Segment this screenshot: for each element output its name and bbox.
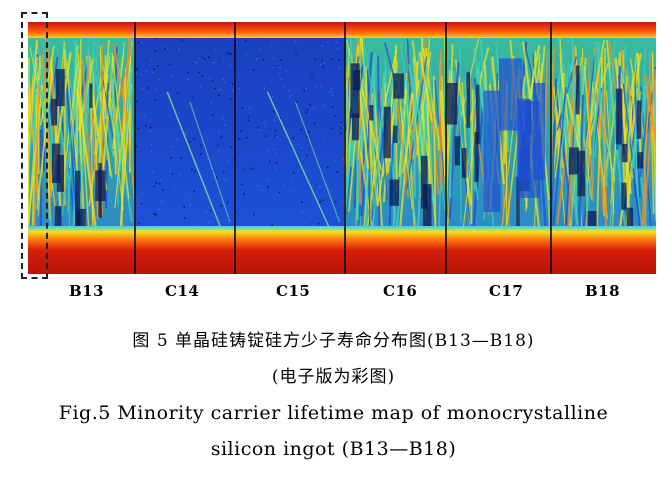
- segment-label-c17: C17: [489, 282, 524, 300]
- segment-label-c15: C15: [276, 282, 311, 300]
- caption-chinese-line2: (电子版为彩图): [271, 367, 396, 387]
- lifetime-map-figure: [28, 22, 656, 274]
- segment-label-c14: C14: [165, 282, 200, 300]
- segment-label-c16: C16: [383, 282, 418, 300]
- lifetime-map-image: [28, 22, 656, 274]
- caption-english-line2: silicon ingot (B13—B18): [210, 438, 457, 460]
- bottom-edge-band: [28, 226, 656, 274]
- segment-label-b18: B18: [585, 282, 621, 300]
- dashed-highlight-box: [21, 12, 48, 279]
- caption-chinese-line1: 图 5 单晶硅铸锭硅方少子寿命分布图(B13—B18): [132, 331, 535, 351]
- top-edge-band: [28, 22, 656, 38]
- caption-english-line1: Fig.5 Minority carrier lifetime map of m…: [58, 402, 609, 424]
- segment-label-b13: B13: [69, 282, 105, 300]
